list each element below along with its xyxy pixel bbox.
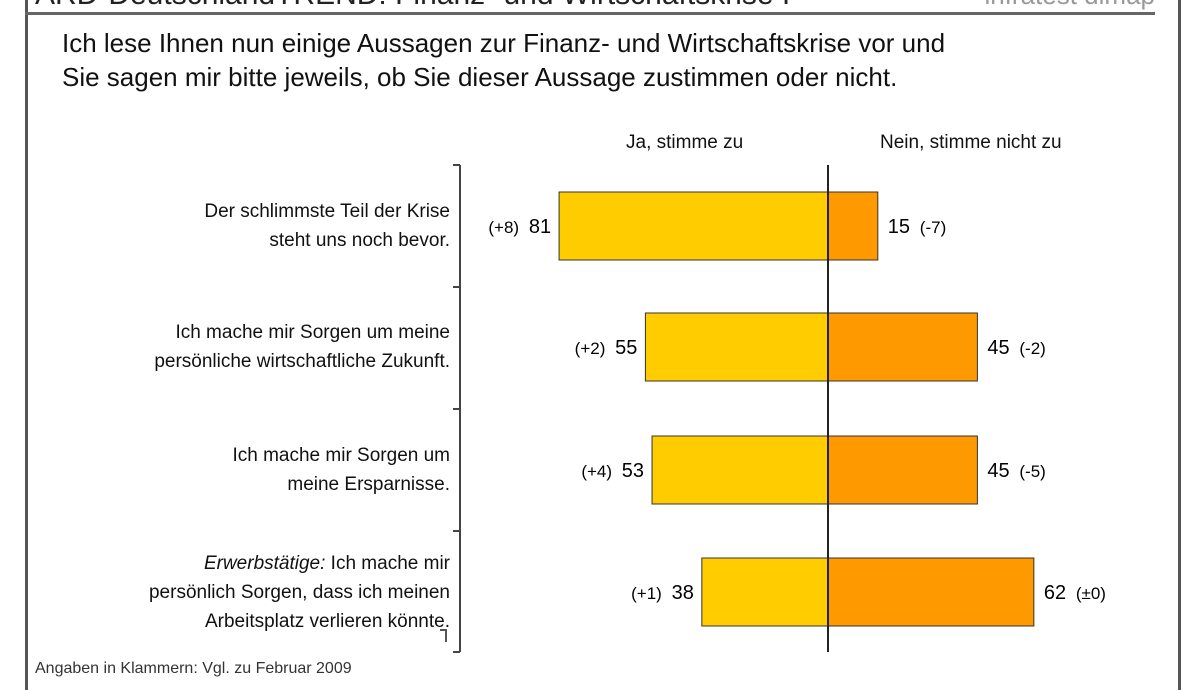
- category-label-line: Ich mache mir Sorgen um meine: [175, 322, 450, 343]
- brand-logo-text: infratest dimap: [984, 0, 1155, 11]
- category-label-line: persönlich Sorgen, dass ich meinen: [148, 582, 450, 603]
- bar-no: [827, 312, 978, 382]
- footnote: Angaben in Klammern: Vgl. zu Februar 200…: [35, 660, 352, 677]
- bar-chart: 81 (+8) 15 (-7) 55 (+2) 45 (-2) 53 (+4) 45 (-5) 38 (+…: [440, 164, 1106, 653]
- bar-yes: [651, 435, 829, 505]
- bracket-corner: [440, 629, 447, 642]
- category-label: Ich mache mir Sorgen um meine persönliche…: [154, 318, 450, 376]
- value-label-no: 15: [888, 216, 910, 238]
- change-label-no: (-2): [1019, 339, 1045, 358]
- change-label-yes: (+8): [488, 218, 519, 237]
- category-prefix: Erwerbstätige:: [203, 553, 326, 574]
- change-label-yes: (+4): [581, 462, 612, 481]
- question-text: Ich lese Ihnen nun einige Aussagen zur F…: [62, 26, 945, 94]
- category-label-line: meine Ersparnisse.: [287, 474, 450, 495]
- category-label-line: Der schlimmste Teil der Krise: [204, 201, 450, 222]
- question-line: Ich lese Ihnen nun einige Aussagen zur F…: [62, 28, 946, 58]
- change-label-no: (-7): [920, 218, 946, 237]
- category-label: Ich mache mir Sorgen um meine Ersparnisse…: [232, 441, 450, 499]
- category-label: Der schlimmste Teil der Krise steht uns n…: [204, 197, 450, 255]
- bar-yes: [558, 191, 829, 261]
- header-yes: Ja, stimme zu: [626, 132, 744, 153]
- bar-no: [827, 557, 1035, 627]
- question-line: Sie sagen mir bitte jeweils, ob Sie dies…: [62, 62, 898, 92]
- chart-title: ARD-DeutschlandTREND: Finanz- und Wirtsc…: [35, 0, 790, 12]
- header-no: Nein, stimme nicht zu: [880, 132, 1062, 153]
- value-label-no: 45: [987, 337, 1009, 359]
- category-label-line: persönliche wirtschaftliche Zukunft.: [154, 351, 450, 372]
- bar-no: [827, 435, 978, 505]
- title-rule: [25, 12, 1155, 15]
- category-label-line: steht uns noch bevor.: [269, 230, 450, 251]
- category-label-line: Arbeitsplatz verlieren könnte.: [204, 611, 450, 632]
- value-label-no: 62: [1044, 582, 1066, 604]
- category-label-line: Erwerbstätige: Ich mache mir: [203, 553, 450, 574]
- bar-yes: [644, 312, 829, 382]
- category-label: Erwerbstätige: Ich mache mir persönlich S…: [149, 549, 450, 636]
- change-label-yes: (+2): [575, 339, 606, 358]
- change-label-no: (-5): [1019, 462, 1045, 481]
- value-label-yes: 55: [615, 337, 637, 359]
- bar-yes: [701, 557, 829, 627]
- change-label-yes: (+1): [631, 584, 662, 603]
- change-label-no: (±0): [1076, 584, 1106, 603]
- bar-no: [827, 191, 879, 261]
- value-label-yes: 53: [622, 460, 644, 482]
- chart-frame: [25, 0, 1181, 690]
- value-label-yes: 38: [672, 582, 694, 604]
- value-label-no: 45: [987, 460, 1009, 482]
- value-label-yes: 81: [529, 216, 551, 238]
- category-label-line: Ich mache mir Sorgen um: [232, 445, 450, 466]
